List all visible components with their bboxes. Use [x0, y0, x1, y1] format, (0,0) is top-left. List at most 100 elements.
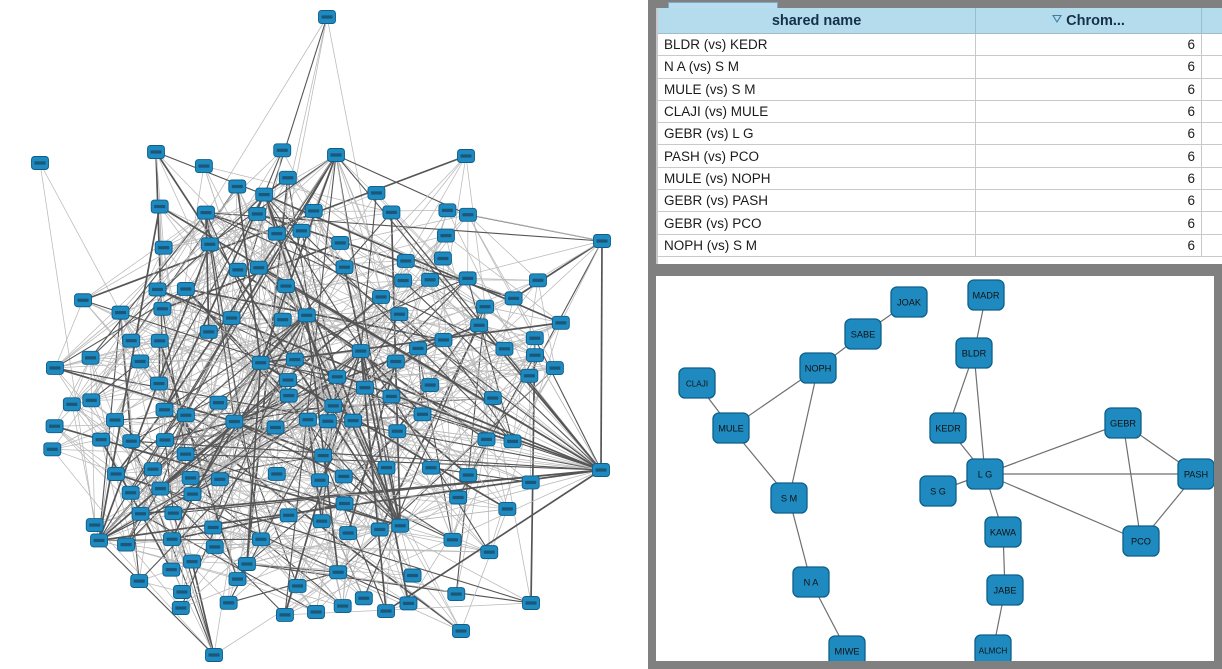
- main-network-edge[interactable]: [54, 154, 337, 369]
- main-network-node[interactable]: [335, 496, 354, 511]
- main-network-edge[interactable]: [263, 150, 283, 195]
- main-network-edge[interactable]: [282, 319, 344, 607]
- main-network-node[interactable]: [278, 170, 297, 185]
- main-network-edge[interactable]: [513, 240, 603, 300]
- main-network-node[interactable]: [476, 299, 495, 314]
- main-network-node[interactable]: [131, 354, 150, 369]
- main-network-edge[interactable]: [160, 362, 261, 489]
- main-network-edge[interactable]: [307, 260, 407, 420]
- main-network-node[interactable]: [85, 518, 104, 532]
- main-network-node[interactable]: [593, 234, 611, 248]
- main-network-node[interactable]: [503, 434, 522, 449]
- main-network-edge[interactable]: [313, 210, 382, 298]
- main-network-edge[interactable]: [71, 233, 278, 405]
- main-network-edge[interactable]: [164, 314, 308, 411]
- main-network-edge[interactable]: [260, 538, 462, 632]
- main-network-edge[interactable]: [335, 154, 602, 471]
- main-network-edge[interactable]: [467, 277, 538, 281]
- main-network-edge[interactable]: [161, 308, 187, 455]
- main-network-edge[interactable]: [327, 420, 459, 498]
- main-network-node[interactable]: [438, 203, 457, 218]
- subnetwork-node[interactable]: SABE: [844, 318, 882, 350]
- main-network-edge[interactable]: [276, 419, 309, 475]
- main-network-edge[interactable]: [159, 415, 187, 489]
- main-network-edge[interactable]: [360, 350, 508, 510]
- main-network-node[interactable]: [421, 272, 440, 287]
- main-network-edge[interactable]: [294, 359, 490, 553]
- main-network-node[interactable]: [457, 149, 475, 163]
- main-network-edge[interactable]: [131, 315, 307, 442]
- main-network-edge[interactable]: [360, 350, 424, 415]
- main-network-edge[interactable]: [408, 367, 556, 604]
- table-tab-strip[interactable]: [656, 0, 1222, 8]
- main-network-node[interactable]: [183, 554, 201, 569]
- main-network-edge[interactable]: [234, 421, 602, 471]
- main-network-node[interactable]: [390, 307, 409, 322]
- main-network-edge[interactable]: [213, 527, 339, 573]
- main-network-edge[interactable]: [336, 376, 490, 553]
- main-network-graph[interactable]: [0, 0, 648, 669]
- main-network-edge[interactable]: [114, 194, 265, 421]
- main-network-node[interactable]: [279, 373, 297, 387]
- main-network-node[interactable]: [483, 391, 502, 406]
- main-network-edge[interactable]: [159, 340, 289, 381]
- main-network-node[interactable]: [275, 607, 294, 622]
- subnetwork-node[interactable]: KEDR: [929, 412, 967, 444]
- main-network-edge[interactable]: [205, 212, 278, 475]
- main-network-node[interactable]: [176, 282, 195, 296]
- subnetwork-node[interactable]: PCO: [1122, 525, 1160, 557]
- main-network-edge[interactable]: [115, 314, 308, 475]
- main-network-node[interactable]: [277, 279, 295, 293]
- main-network-edge[interactable]: [52, 448, 186, 455]
- main-network-edge[interactable]: [71, 308, 163, 405]
- main-network-node[interactable]: [267, 467, 286, 481]
- table-row[interactable]: GEBR (vs) PASH636000000420000008.9: [658, 189, 1222, 213]
- subnetwork-edge[interactable]: [973, 352, 986, 475]
- table-row[interactable]: BLDR (vs) KEDR61170000000192.0: [658, 33, 1222, 57]
- main-network-edge[interactable]: [344, 503, 532, 604]
- main-network-edge[interactable]: [360, 350, 555, 369]
- main-network-node[interactable]: [228, 572, 247, 587]
- main-network-edge[interactable]: [205, 212, 602, 471]
- main-network-edge[interactable]: [205, 212, 505, 350]
- table-row[interactable]: GEBR (vs) L G6300000004300000016.9: [658, 122, 1222, 146]
- column-header-chromosome[interactable]: Chrom...: [975, 8, 1202, 34]
- main-network-node[interactable]: [377, 460, 396, 475]
- main-network-edge[interactable]: [234, 405, 334, 423]
- main-network-edge[interactable]: [360, 350, 531, 483]
- main-network-edge[interactable]: [258, 154, 337, 268]
- main-network-node[interactable]: [403, 568, 422, 583]
- main-network-node[interactable]: [377, 604, 395, 618]
- main-network-edge[interactable]: [399, 313, 505, 350]
- main-network-edge[interactable]: [390, 212, 402, 526]
- main-network-edge[interactable]: [98, 155, 467, 541]
- main-network-node[interactable]: [339, 526, 358, 540]
- main-network-node[interactable]: [197, 205, 215, 220]
- main-network-node[interactable]: [458, 271, 477, 286]
- main-network-edge[interactable]: [335, 154, 387, 468]
- main-network-node[interactable]: [273, 312, 292, 327]
- main-network-edge[interactable]: [236, 186, 262, 363]
- main-network-node[interactable]: [327, 148, 345, 162]
- main-network-node[interactable]: [443, 532, 462, 547]
- main-network-edge[interactable]: [430, 467, 531, 483]
- main-network-node[interactable]: [122, 333, 141, 348]
- main-network-node[interactable]: [176, 408, 195, 423]
- main-network-node[interactable]: [164, 506, 183, 521]
- main-network-edge[interactable]: [260, 16, 328, 363]
- subnetwork-node[interactable]: N A: [792, 566, 830, 598]
- main-network-edge[interactable]: [534, 337, 602, 471]
- main-network-edge[interactable]: [460, 508, 508, 632]
- main-network-edge[interactable]: [260, 277, 468, 364]
- main-network-edge[interactable]: [98, 339, 444, 541]
- main-network-node[interactable]: [318, 10, 336, 24]
- main-network-node[interactable]: [344, 413, 363, 428]
- main-network-node[interactable]: [458, 207, 477, 222]
- main-network-edge[interactable]: [343, 475, 401, 527]
- main-network-node[interactable]: [288, 579, 307, 593]
- main-network-node[interactable]: [222, 311, 241, 325]
- main-network-edge[interactable]: [528, 375, 532, 483]
- main-network-node[interactable]: [449, 490, 468, 505]
- main-network-edge[interactable]: [259, 154, 337, 364]
- subnetwork-node[interactable]: CLAJI: [678, 367, 716, 399]
